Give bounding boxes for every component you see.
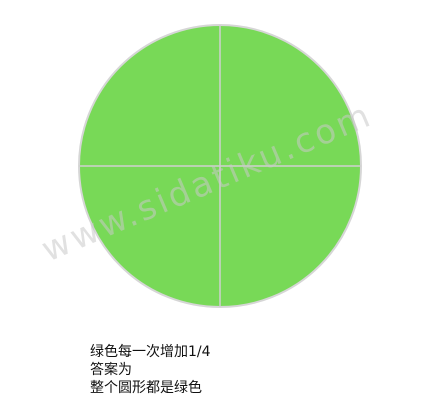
caption-line-1: 绿色每一次增加1/4: [90, 344, 211, 360]
caption: 绿色每一次增加1/4 答案为 整个圆形都是绿色: [90, 343, 390, 397]
caption-line-3: 整个圆形都是绿色: [90, 380, 202, 396]
caption-line-2: 答案为: [90, 362, 132, 378]
